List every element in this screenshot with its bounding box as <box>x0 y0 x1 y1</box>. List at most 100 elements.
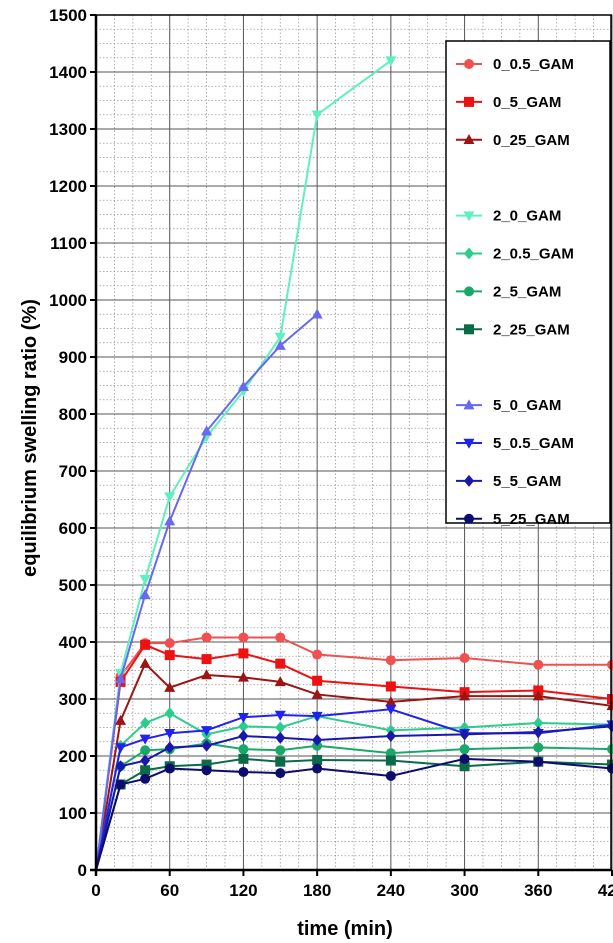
data-point <box>312 763 323 774</box>
x-tick-label: 420 <box>598 881 613 900</box>
data-point <box>385 696 397 707</box>
y-tick-label: 0 <box>78 861 87 880</box>
data-point <box>238 632 249 643</box>
x-tick-label: 0 <box>91 881 100 900</box>
data-point <box>238 648 249 659</box>
data-point <box>385 730 396 743</box>
data-point <box>459 652 470 663</box>
data-point <box>140 754 151 767</box>
x-tick-label: 360 <box>524 881 552 900</box>
data-point <box>533 726 544 739</box>
data-point <box>275 768 286 779</box>
y-tick-label: 800 <box>59 405 87 424</box>
legend-label: 2_0_GAM <box>493 208 561 225</box>
data-point <box>164 728 176 739</box>
legend-label: 2_5_GAM <box>493 283 561 300</box>
y-tick-label: 100 <box>59 804 87 823</box>
legend-label: 2_25_GAM <box>493 321 570 338</box>
data-point <box>238 766 249 777</box>
data-point <box>201 669 213 680</box>
legend-label: 0_0.5_GAM <box>493 56 574 73</box>
data-point <box>385 705 397 716</box>
data-point <box>201 425 213 436</box>
y-tick-label: 700 <box>59 462 87 481</box>
x-tick-label: 180 <box>303 881 331 900</box>
data-point <box>238 730 249 743</box>
data-point <box>385 770 396 781</box>
legend-label: 5_0_GAM <box>493 397 561 414</box>
series-line <box>95 661 613 871</box>
data-point <box>238 753 249 764</box>
data-point <box>274 676 286 687</box>
data-point <box>164 763 175 774</box>
data-point <box>275 721 286 734</box>
data-point <box>274 710 286 721</box>
legend-marker <box>463 211 475 222</box>
data-point <box>140 773 151 784</box>
x-tick-label: 120 <box>229 881 257 900</box>
data-point <box>385 655 396 666</box>
data-point <box>164 741 175 754</box>
legend-marker <box>463 438 475 449</box>
data-point <box>140 716 151 729</box>
legend-marker <box>464 474 474 487</box>
data-point <box>164 515 176 526</box>
data-point <box>275 756 286 767</box>
data-point <box>237 712 249 723</box>
y-tick-label: 300 <box>59 690 87 709</box>
axes: 0100200300400500600700800900100011001200… <box>49 6 613 900</box>
legend-marker <box>464 247 474 260</box>
data-point <box>140 765 151 776</box>
data-point <box>237 671 249 682</box>
data-point <box>140 745 151 756</box>
data-point <box>533 756 544 767</box>
x-tick-label: 240 <box>377 881 405 900</box>
x-axis-label: time (min) <box>297 918 393 940</box>
data-point <box>312 649 323 660</box>
data-point <box>312 734 323 747</box>
data-point <box>201 765 212 776</box>
data-point <box>164 707 175 720</box>
series-line <box>95 712 613 871</box>
legend-label: 5_25_GAM <box>493 511 570 528</box>
data-point <box>115 714 127 725</box>
y-tick-label: 1200 <box>49 177 87 196</box>
data-point <box>385 755 396 766</box>
y-tick-label: 1400 <box>49 63 87 82</box>
data-point <box>385 56 397 67</box>
legend-marker <box>464 286 474 297</box>
data-point <box>533 659 544 670</box>
series-line <box>95 313 318 871</box>
data-point <box>238 720 249 733</box>
data-point <box>532 690 544 701</box>
y-tick-label: 1000 <box>49 291 87 310</box>
legend-marker <box>464 96 474 107</box>
legend: 0_0.5_GAM 0_5_GAM 0_25_GAM 2_0_GAM 2_0.5_GAM… <box>445 40 611 528</box>
legend-label: 2_0.5_GAM <box>493 246 574 263</box>
data-point <box>459 690 471 701</box>
y-tick-label: 1500 <box>49 6 87 25</box>
data-point <box>311 308 323 319</box>
data-point <box>201 654 212 665</box>
y-tick-label: 400 <box>59 633 87 652</box>
data-point <box>237 380 249 391</box>
legend-label: 0_5_GAM <box>493 94 561 111</box>
data-point <box>311 711 323 722</box>
data-point <box>115 779 126 790</box>
data-point <box>311 110 323 121</box>
series-layer <box>95 56 613 871</box>
data-point <box>201 739 212 752</box>
data-point <box>275 745 286 756</box>
series-5_0_GAM <box>95 308 323 871</box>
data-point <box>115 743 127 754</box>
data-point <box>459 728 470 741</box>
data-point <box>139 734 151 745</box>
data-point <box>385 681 396 692</box>
series-5_25_GAM <box>95 753 613 871</box>
data-point <box>139 588 151 599</box>
series-2_0_GAM <box>95 56 397 871</box>
y-tick-label: 1100 <box>50 234 87 253</box>
data-point <box>201 759 212 770</box>
legend-label: 5_5_GAM <box>493 473 561 490</box>
